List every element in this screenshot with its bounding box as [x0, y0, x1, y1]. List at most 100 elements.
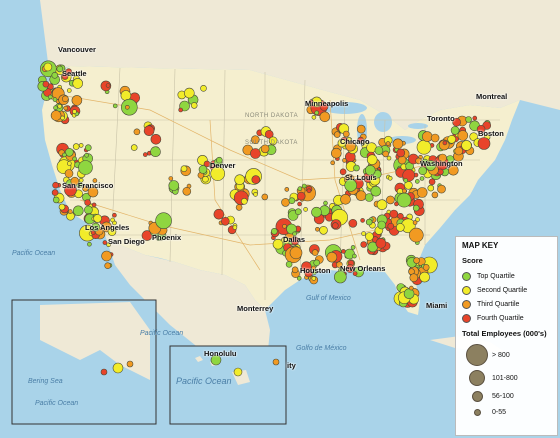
employer-marker[interactable] — [402, 188, 407, 194]
employer-marker[interactable] — [311, 265, 316, 271]
employer-marker[interactable] — [301, 261, 312, 273]
employer-marker[interactable] — [389, 209, 399, 219]
employer-marker[interactable] — [268, 136, 278, 146]
employer-marker[interactable] — [377, 220, 387, 230]
employer-marker[interactable] — [143, 125, 155, 136]
employer-marker[interactable] — [408, 227, 424, 243]
employer-marker[interactable] — [403, 288, 415, 300]
employer-marker[interactable] — [450, 126, 460, 135]
employer-marker[interactable] — [62, 152, 67, 158]
employer-marker[interactable] — [210, 354, 222, 366]
employer-marker[interactable] — [61, 73, 69, 80]
employer-marker[interactable] — [87, 241, 92, 247]
employer-marker[interactable] — [241, 198, 248, 205]
employer-marker[interactable] — [78, 160, 93, 175]
employer-marker[interactable] — [386, 155, 392, 161]
employer-marker[interactable] — [344, 179, 358, 192]
employer-marker[interactable] — [397, 155, 407, 165]
employer-marker[interactable] — [308, 99, 314, 105]
employer-marker[interactable] — [476, 125, 486, 134]
employer-marker[interactable] — [345, 140, 356, 152]
employer-marker[interactable] — [360, 241, 368, 248]
employer-marker[interactable] — [64, 169, 74, 178]
employer-marker[interactable] — [67, 88, 72, 93]
employer-marker[interactable] — [91, 202, 97, 208]
employer-marker[interactable] — [200, 85, 207, 92]
employer-marker[interactable] — [106, 242, 111, 247]
employer-marker[interactable] — [112, 212, 117, 218]
employer-marker[interactable] — [348, 219, 358, 228]
employer-marker[interactable] — [382, 150, 390, 158]
employer-marker[interactable] — [306, 188, 312, 194]
employer-marker[interactable] — [415, 157, 422, 165]
employer-marker[interactable] — [52, 181, 59, 189]
employer-marker[interactable] — [112, 362, 124, 374]
employer-marker[interactable] — [386, 195, 395, 205]
employer-marker[interactable] — [313, 259, 321, 267]
employer-marker[interactable] — [355, 190, 367, 201]
employer-marker[interactable] — [364, 193, 374, 202]
employer-marker[interactable] — [234, 174, 245, 185]
employer-marker[interactable] — [141, 230, 153, 241]
employer-marker[interactable] — [375, 238, 387, 249]
employer-marker[interactable] — [418, 166, 428, 175]
employer-marker[interactable] — [84, 199, 91, 206]
employer-marker[interactable] — [413, 257, 420, 264]
employer-marker[interactable] — [92, 178, 98, 183]
employer-marker[interactable] — [63, 105, 68, 111]
employer-marker[interactable] — [412, 204, 420, 212]
employer-marker[interactable] — [447, 135, 457, 144]
employer-marker[interactable] — [50, 110, 62, 121]
employer-marker[interactable] — [105, 83, 111, 88]
employer-marker[interactable] — [133, 128, 141, 136]
employer-marker[interactable] — [366, 154, 378, 165]
employer-marker[interactable] — [143, 152, 148, 157]
employer-marker[interactable] — [235, 204, 243, 211]
employer-marker[interactable] — [465, 116, 472, 123]
employer-marker[interactable] — [342, 130, 350, 138]
employer-marker[interactable] — [303, 207, 308, 212]
employer-marker[interactable] — [392, 138, 404, 150]
employer-marker[interactable] — [84, 153, 89, 158]
employer-marker[interactable] — [408, 285, 414, 291]
employer-marker[interactable] — [416, 187, 428, 198]
employer-marker[interactable] — [51, 189, 59, 196]
employer-marker[interactable] — [454, 146, 464, 156]
employer-marker[interactable] — [311, 276, 317, 281]
employer-marker[interactable] — [85, 144, 92, 151]
employer-marker[interactable] — [70, 176, 80, 186]
employer-marker[interactable] — [43, 62, 53, 72]
employer-marker[interactable] — [294, 208, 302, 215]
employer-marker[interactable] — [216, 156, 223, 164]
employer-marker[interactable] — [301, 183, 307, 189]
employer-marker[interactable] — [285, 260, 293, 268]
employer-marker[interactable] — [331, 222, 339, 229]
employer-marker[interactable] — [430, 133, 440, 143]
employer-marker[interactable] — [437, 184, 446, 194]
employer-marker[interactable] — [319, 111, 331, 123]
employer-marker[interactable] — [341, 249, 346, 254]
employer-marker[interactable] — [221, 217, 230, 226]
employer-marker[interactable] — [168, 176, 174, 181]
employer-marker[interactable] — [421, 131, 433, 142]
employer-marker[interactable] — [289, 246, 303, 260]
employer-marker[interactable] — [370, 185, 382, 197]
employer-marker[interactable] — [425, 160, 437, 171]
employer-marker[interactable] — [168, 180, 180, 191]
employer-marker[interactable] — [337, 138, 347, 148]
employer-marker[interactable] — [395, 223, 405, 232]
employer-marker[interactable] — [82, 185, 89, 192]
employer-marker[interactable] — [336, 261, 343, 269]
employer-marker[interactable] — [233, 367, 243, 377]
employer-marker[interactable] — [281, 198, 290, 207]
employer-marker[interactable] — [84, 205, 93, 215]
employer-marker[interactable] — [52, 196, 60, 204]
employer-marker[interactable] — [477, 137, 491, 150]
employer-marker[interactable] — [47, 94, 53, 100]
employer-marker[interactable] — [282, 224, 287, 229]
employer-marker[interactable] — [326, 251, 338, 263]
employer-marker[interactable] — [270, 228, 278, 235]
employer-marker[interactable] — [261, 193, 269, 201]
employer-marker[interactable] — [57, 104, 63, 109]
